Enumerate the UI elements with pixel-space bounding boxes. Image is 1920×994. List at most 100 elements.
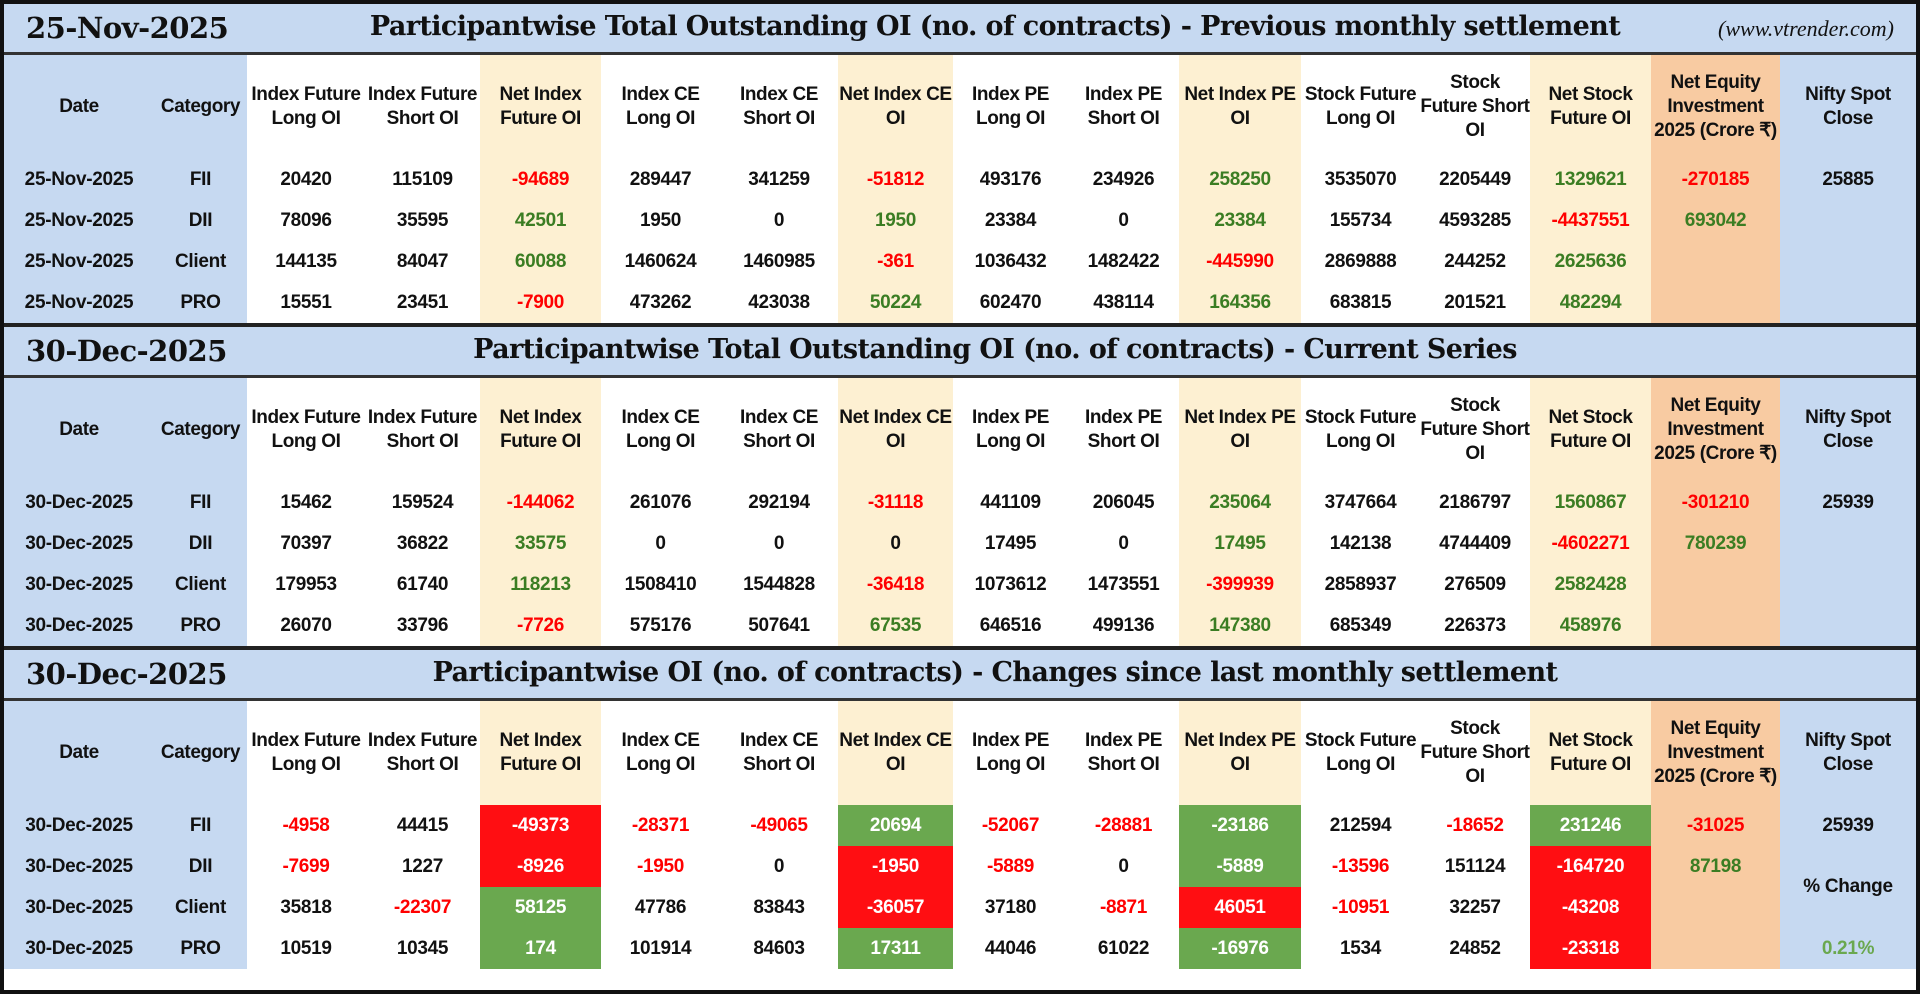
cell-net-equity-investment bbox=[1651, 887, 1780, 928]
column-header-stock-future-short-oi: Stock Future Short OI bbox=[1420, 72, 1530, 141]
pct-change-value: 0.21% bbox=[1780, 928, 1916, 969]
cell-net-index-pe-oi: -23186 bbox=[1179, 805, 1301, 846]
column-header-index-ce-long-oi: Index CE Long OI bbox=[621, 730, 700, 775]
cell-index-future-short-oi: 61740 bbox=[396, 573, 449, 595]
cell-index-ce-long-oi: -1950 bbox=[636, 855, 685, 877]
cell-date: 30-Dec-2025 bbox=[4, 928, 154, 969]
section-title-bar: 30-Dec-2025 Participantwise Total Outstan… bbox=[4, 327, 1916, 378]
column-header-index-future-short-oi: Index Future Short OI bbox=[367, 84, 478, 129]
column-header-category: Category bbox=[154, 55, 247, 159]
cell-date: 30-Dec-2025 bbox=[4, 523, 154, 564]
cell-category: PRO bbox=[154, 605, 247, 646]
cell-index-future-short-oi: 33796 bbox=[396, 614, 449, 636]
cell-index-pe-long-oi: 37180 bbox=[984, 896, 1037, 918]
cell-net-index-pe-oi: 17495 bbox=[1179, 523, 1301, 564]
cell-index-pe-short-oi: 234926 bbox=[1092, 168, 1155, 190]
cell-net-index-ce-oi: -31118 bbox=[838, 482, 953, 523]
cell-date: 25-Nov-2025 bbox=[4, 200, 154, 241]
cell-index-pe-long-oi: 17495 bbox=[984, 532, 1037, 554]
cell-stock-future-long-oi: 685349 bbox=[1329, 614, 1392, 636]
cell-net-index-future-oi: -49373 bbox=[480, 805, 601, 846]
cell-net-index-future-oi: 60088 bbox=[480, 241, 601, 282]
cell-category: Client bbox=[154, 887, 247, 928]
cell-index-pe-long-oi: 602470 bbox=[979, 291, 1042, 313]
cell-index-future-long-oi: -7699 bbox=[282, 855, 330, 877]
table-row: 30-Dec-2025 Client 179953 61740 118213 150841… bbox=[4, 564, 1916, 605]
oi-table: Date Category Index Future Long OI Index Fu… bbox=[4, 378, 1916, 646]
section-title: Participantwise OI (no. of contracts) - … bbox=[432, 657, 1558, 688]
table-row: 30-Dec-2025 DII 70397 36822 33575 0 0 0 17495 0 17… bbox=[4, 523, 1916, 564]
column-header-index-future-long-oi: Index Future Long OI bbox=[251, 407, 361, 452]
cell-index-ce-short-oi: 292194 bbox=[748, 491, 810, 513]
cell-stock-future-short-oi: 2186797 bbox=[1439, 491, 1511, 513]
cell-category: DII bbox=[154, 846, 247, 887]
cell-nifty-spot-close bbox=[1780, 605, 1916, 646]
column-header-net-equity-investment: Net Equity Investment 2025 (Crore ₹) bbox=[1651, 378, 1780, 482]
oi-table: Date Category Index Future Long OI Index Fu… bbox=[4, 55, 1916, 323]
cell-index-ce-long-oi: 101914 bbox=[629, 937, 692, 959]
cell-net-stock-future-oi: 1560867 bbox=[1530, 482, 1651, 523]
cell-category: Client bbox=[154, 241, 247, 282]
cell-category: Client bbox=[154, 564, 247, 605]
cell-net-equity-investment bbox=[1651, 241, 1780, 282]
table-row: 25-Nov-2025 FII 20420 115109 -94689 289447 341… bbox=[4, 159, 1916, 200]
cell-index-future-short-oi: 23451 bbox=[396, 291, 449, 313]
cell-date: 25-Nov-2025 bbox=[4, 282, 154, 323]
cell-stock-future-short-oi: 201521 bbox=[1444, 291, 1506, 313]
cell-nifty-spot-close bbox=[1780, 241, 1916, 282]
column-header-index-future-short-oi: Index Future Short OI bbox=[367, 407, 478, 452]
cell-net-index-pe-oi: 235064 bbox=[1179, 482, 1301, 523]
cell-stock-future-short-oi: 244252 bbox=[1444, 250, 1506, 272]
cell-stock-future-short-oi: 226373 bbox=[1444, 614, 1506, 636]
cell-category: DII bbox=[154, 523, 247, 564]
cell-net-index-ce-oi: 50224 bbox=[838, 282, 953, 323]
cell-category: FII bbox=[154, 805, 247, 846]
cell-index-future-long-oi: -4958 bbox=[282, 814, 330, 836]
column-header-net-index-future-oi: Net Index Future OI bbox=[480, 55, 601, 159]
cell-date: 25-Nov-2025 bbox=[4, 159, 154, 200]
cell-date: 30-Dec-2025 bbox=[4, 564, 154, 605]
cell-index-ce-short-oi: 0 bbox=[773, 532, 785, 554]
cell-index-pe-long-oi: 493176 bbox=[979, 168, 1042, 190]
cell-net-index-ce-oi: 1950 bbox=[838, 200, 953, 241]
cell-date: 30-Dec-2025 bbox=[4, 805, 154, 846]
column-header-index-ce-short-oi: Index CE Short OI bbox=[739, 84, 819, 129]
column-header-net-stock-future-oi: Net Stock Future OI bbox=[1530, 701, 1651, 805]
column-header-net-index-pe-oi: Net Index PE OI bbox=[1179, 55, 1301, 159]
column-header-nifty-spot-close: Nifty Spot Close bbox=[1780, 378, 1916, 482]
cell-index-future-long-oi: 78096 bbox=[280, 209, 332, 231]
cell-index-ce-long-oi: 473262 bbox=[629, 291, 692, 313]
table-row: 30-Dec-2025 FII -4958 44415 -49373 -28371 -490… bbox=[4, 805, 1916, 846]
cell-nifty-spot-close: 25939 bbox=[1780, 805, 1916, 846]
cell-net-stock-future-oi: 2625636 bbox=[1530, 241, 1651, 282]
cell-index-ce-short-oi: 0 bbox=[773, 855, 785, 877]
cell-net-stock-future-oi: 482294 bbox=[1530, 282, 1651, 323]
cell-net-stock-future-oi: 458976 bbox=[1530, 605, 1651, 646]
column-header-index-ce-long-oi: Index CE Long OI bbox=[621, 407, 700, 452]
cell-net-index-future-oi: 58125 bbox=[480, 887, 601, 928]
cell-index-ce-long-oi: 575176 bbox=[629, 614, 692, 636]
cell-index-ce-long-oi: 0 bbox=[655, 532, 666, 554]
cell-index-future-short-oi: 159524 bbox=[391, 491, 454, 513]
column-header-index-future-short-oi: Index Future Short OI bbox=[367, 730, 478, 775]
cell-net-equity-investment: 780239 bbox=[1651, 523, 1780, 564]
column-header-index-ce-long-oi: Index CE Long OI bbox=[621, 84, 700, 129]
cell-net-stock-future-oi: -164720 bbox=[1530, 846, 1651, 887]
section-date: 30-Dec-2025 bbox=[26, 334, 227, 368]
header-row: Date Category Index Future Long OI Index Fu… bbox=[4, 701, 1916, 805]
section-title: Participantwise Total Outstanding OI (no… bbox=[473, 334, 1517, 365]
cell-index-future-long-oi: 35818 bbox=[280, 896, 332, 918]
cell-index-pe-long-oi: 646516 bbox=[979, 614, 1042, 636]
cell-date: 30-Dec-2025 bbox=[4, 482, 154, 523]
pct-change-label: % Change bbox=[1780, 846, 1916, 928]
column-header-index-pe-short-oi: Index PE Short OI bbox=[1084, 84, 1163, 129]
cell-stock-future-long-oi: 3747664 bbox=[1324, 491, 1397, 513]
column-header-index-pe-long-oi: Index PE Long OI bbox=[971, 84, 1050, 129]
cell-index-ce-short-oi: 0 bbox=[773, 209, 785, 231]
cell-date: 30-Dec-2025 bbox=[4, 605, 154, 646]
cell-index-ce-long-oi: 1950 bbox=[639, 209, 682, 231]
cell-net-equity-investment: 87198 bbox=[1651, 846, 1780, 887]
cell-category: PRO bbox=[154, 282, 247, 323]
cell-date: 30-Dec-2025 bbox=[4, 887, 154, 928]
cell-net-index-pe-oi: 164356 bbox=[1179, 282, 1301, 323]
